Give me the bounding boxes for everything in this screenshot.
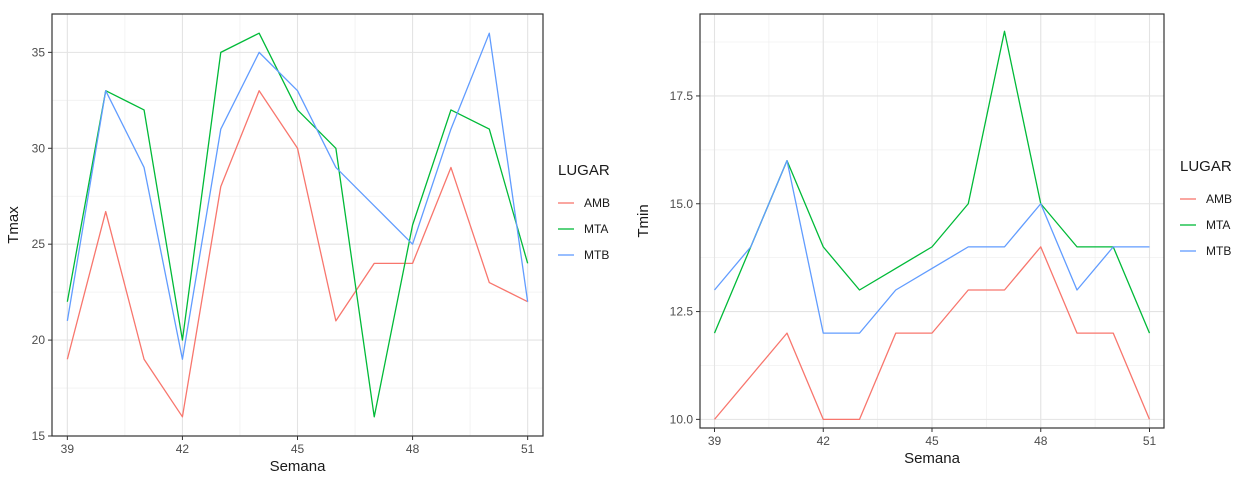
y-tick-label: 30 [32, 141, 46, 155]
tmin-chart-panel: 39 42 45 48 51 10.0 12.5 15.0 17.5 Semana Tmin LUGA… [630, 0, 1259, 483]
series-line-mtb [66, 32, 529, 360]
x-tick-label: 48 [1034, 434, 1048, 448]
legend: LUGAR AMB MTA MTB [1180, 158, 1232, 258]
grid [700, 14, 1164, 428]
y-tick-label: 17.5 [670, 89, 694, 103]
x-tick-label: 45 [291, 442, 305, 456]
series-line-mta [66, 32, 529, 418]
x-tick-label: 45 [925, 434, 939, 448]
y-tick-label: 12.5 [670, 305, 694, 319]
y-tick-label: 25 [32, 237, 46, 251]
legend-title: LUGAR [1180, 158, 1232, 175]
legend-label-amb: AMB [584, 196, 610, 210]
tmin-chart: 39 42 45 48 51 10.0 12.5 15.0 17.5 Semana Tmin LUGA… [635, 13, 1232, 467]
y-axis-title: Tmax [5, 206, 22, 244]
series-line-amb [66, 90, 528, 418]
x-tick-label: 39 [708, 434, 722, 448]
legend-label-mta: MTA [1206, 218, 1230, 232]
x-tick-label: 39 [61, 442, 75, 456]
x-axis-title: Semana [904, 450, 961, 467]
legend-label-amb: AMB [1206, 192, 1232, 206]
series-line-amb [714, 246, 1151, 421]
x-tick-label: 51 [521, 442, 535, 456]
legend-label-mtb: MTB [1206, 244, 1231, 258]
y-tick-label: 10.0 [670, 412, 694, 426]
legend-label-mtb: MTB [584, 248, 609, 262]
x-tick-label: 48 [406, 442, 420, 456]
legend-label-mta: MTA [584, 222, 608, 236]
y-axis-title: Tmin [635, 204, 652, 237]
legend: LUGAR AMB MTA MTB [558, 162, 610, 262]
x-tick-label: 42 [176, 442, 190, 456]
legend-title: LUGAR [558, 162, 610, 179]
y-tick-label: 15.0 [670, 197, 694, 211]
x-tick-label: 42 [817, 434, 831, 448]
series-line-mtb [714, 159, 1150, 334]
tmax-chart-panel: 39 42 45 48 51 15 20 25 30 35 Semana Tmax LUGAR AMB MT… [5, 13, 610, 475]
y-tick-label: 35 [32, 45, 46, 59]
x-axis-title: Semana [270, 458, 327, 475]
y-tick-label: 15 [32, 429, 46, 443]
grid [52, 14, 543, 437]
tmax-chart: 39 42 45 48 51 15 20 25 30 35 Semana Tmax LUGAR AMB MT… [5, 13, 610, 475]
x-tick-label: 51 [1143, 434, 1157, 448]
y-tick-label: 20 [32, 333, 46, 347]
